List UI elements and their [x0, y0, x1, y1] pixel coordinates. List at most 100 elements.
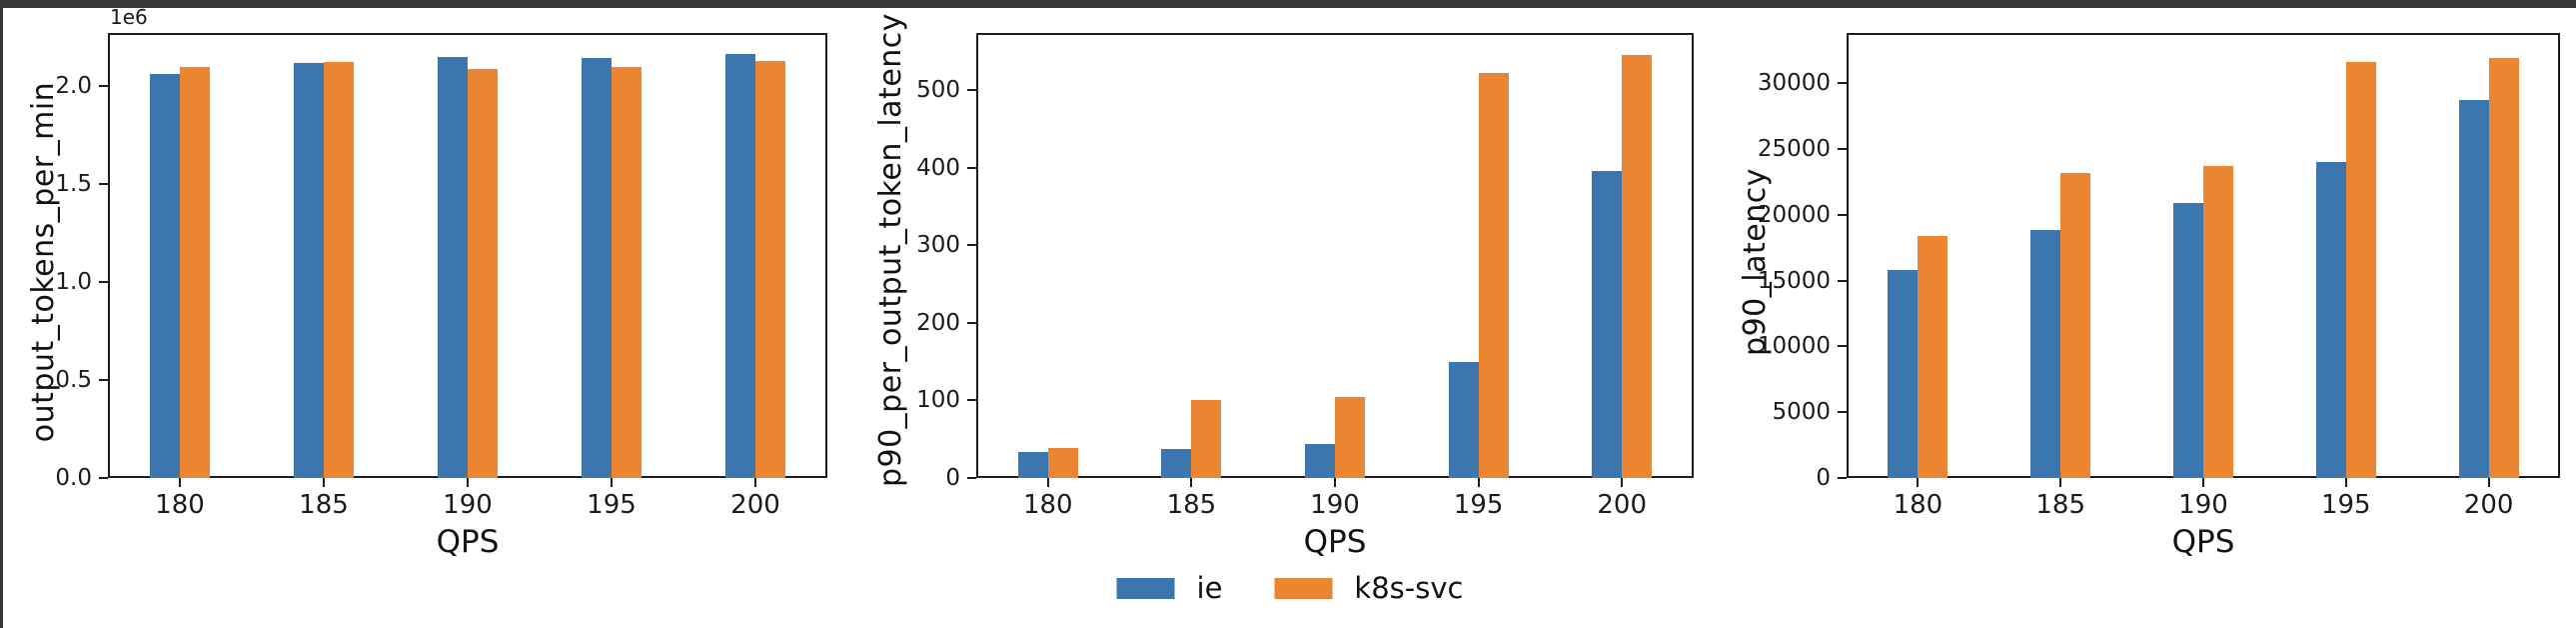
y-tick-mark	[99, 84, 108, 87]
y-tick-mark	[99, 182, 108, 185]
y-tick-mark	[967, 89, 976, 92]
y-tick-label: 1.5	[55, 170, 92, 197]
bar-k8s-svc-185	[1191, 400, 1222, 478]
x-tick-label: 185	[299, 490, 349, 520]
y-tick-label: 20000	[1757, 201, 1831, 228]
bar-k8s-svc-195	[612, 67, 642, 478]
y-tick-label: 300	[916, 232, 960, 259]
bar-ie-195	[2315, 162, 2346, 478]
y-tick-label: 400	[916, 154, 960, 181]
y-tick-mark	[99, 280, 108, 283]
y-tick-label: 2.0	[55, 72, 92, 99]
x-tick-label: 185	[1166, 490, 1217, 520]
chart-p90-latency-xlabel: QPS	[2171, 524, 2235, 560]
y-tick-label: 1.0	[55, 268, 92, 295]
bar-k8s-svc-190	[1335, 397, 1365, 478]
bar-k8s-svc-200	[2488, 58, 2519, 478]
x-tick-label: 180	[1893, 490, 1943, 520]
bar-k8s-svc-180	[1047, 447, 1078, 478]
bar-ie-185	[294, 63, 324, 478]
y-tick-label: 200	[916, 309, 960, 336]
x-tick-label: 180	[1022, 490, 1073, 520]
x-tick-label: 190	[443, 490, 493, 520]
chart-p90-per-output-token-latency-ylabel: p90_per_output_token_latency	[873, 12, 908, 488]
x-tick-mark	[1334, 478, 1336, 487]
x-tick-label: 200	[730, 490, 780, 520]
bar-ie-195	[582, 58, 612, 478]
y-tick-label: 0.0	[55, 465, 92, 491]
bar-ie-185	[1161, 448, 1192, 478]
x-tick-mark	[2059, 478, 2062, 487]
chart-output-tokens-per-min-xlabel: QPS	[436, 524, 500, 560]
window-left-edge	[0, 0, 3, 628]
y-tick-mark	[99, 477, 108, 479]
x-tick-label: 180	[155, 490, 205, 520]
y-tick-mark	[1838, 213, 1847, 216]
y-tick-label: 100	[916, 387, 960, 414]
y-tick-mark	[99, 378, 108, 381]
x-tick-mark	[1477, 478, 1480, 487]
chart-output-tokens-per-min-ylabel: output_tokens_per_min	[26, 81, 61, 443]
x-tick-mark	[611, 478, 613, 487]
bar-ie-200	[725, 53, 755, 478]
y-tick-label: 0	[945, 465, 960, 491]
y-tick-mark	[967, 477, 976, 479]
x-tick-mark	[2202, 478, 2204, 487]
y-tick-mark	[967, 244, 976, 247]
y-tick-mark	[1838, 477, 1847, 479]
x-tick-label: 185	[2035, 490, 2086, 520]
y-tick-mark	[1838, 147, 1847, 150]
bar-k8s-svc-185	[2060, 172, 2091, 478]
bar-k8s-svc-185	[324, 62, 354, 478]
x-tick-mark	[2487, 478, 2490, 487]
bar-k8s-svc-200	[755, 61, 785, 478]
y-tick-label: 10000	[1757, 333, 1831, 360]
axis-offset-text: 1e6	[110, 5, 148, 29]
bar-ie-180	[1017, 452, 1048, 478]
y-tick-label: 15000	[1757, 267, 1831, 294]
y-tick-label: 5000	[1772, 399, 1831, 426]
bar-ie-180	[1888, 269, 1919, 478]
bar-ie-200	[2458, 100, 2489, 478]
legend-swatch-k8s-svc	[1274, 577, 1333, 599]
x-tick-label: 190	[2178, 490, 2228, 520]
y-tick-label: 25000	[1757, 135, 1831, 162]
x-tick-mark	[323, 478, 325, 487]
bar-k8s-svc-195	[1478, 73, 1509, 478]
x-tick-mark	[467, 478, 469, 487]
x-tick-mark	[1190, 478, 1193, 487]
bar-ie-190	[1305, 443, 1335, 478]
y-tick-label: 30000	[1757, 70, 1831, 97]
y-tick-mark	[967, 166, 976, 169]
chart-p90-per-output-token-latency-xlabel: QPS	[1303, 524, 1367, 560]
x-tick-label: 195	[1453, 490, 1504, 520]
y-tick-mark	[967, 399, 976, 402]
bar-k8s-svc-200	[1622, 55, 1653, 478]
bar-ie-185	[2030, 230, 2061, 478]
y-tick-label: 0	[1816, 465, 1831, 491]
y-tick-mark	[1838, 279, 1847, 282]
bar-ie-190	[438, 56, 468, 478]
x-tick-mark	[2344, 478, 2347, 487]
bar-k8s-svc-180	[180, 67, 210, 478]
bar-ie-190	[2173, 202, 2203, 478]
bar-ie-200	[1592, 170, 1623, 478]
legend: ie k8s-svc	[1116, 571, 1464, 605]
window-top-edge	[0, 0, 2576, 8]
bar-ie-180	[150, 74, 180, 478]
bar-k8s-svc-190	[468, 69, 498, 478]
x-tick-mark	[1046, 478, 1049, 487]
y-tick-mark	[1838, 411, 1847, 414]
legend-swatch-ie	[1116, 577, 1175, 599]
y-tick-mark	[967, 321, 976, 324]
bar-k8s-svc-190	[2203, 165, 2233, 478]
legend-item-ie: ie	[1116, 571, 1223, 605]
legend-label: ie	[1196, 571, 1223, 605]
chart-p90-latency-ylabel: p90_latency	[1738, 168, 1773, 356]
x-tick-label: 190	[1310, 490, 1360, 520]
x-tick-label: 200	[2463, 490, 2514, 520]
y-tick-mark	[1838, 82, 1847, 85]
legend-label: k8s-svc	[1354, 571, 1464, 605]
x-tick-mark	[1621, 478, 1624, 487]
